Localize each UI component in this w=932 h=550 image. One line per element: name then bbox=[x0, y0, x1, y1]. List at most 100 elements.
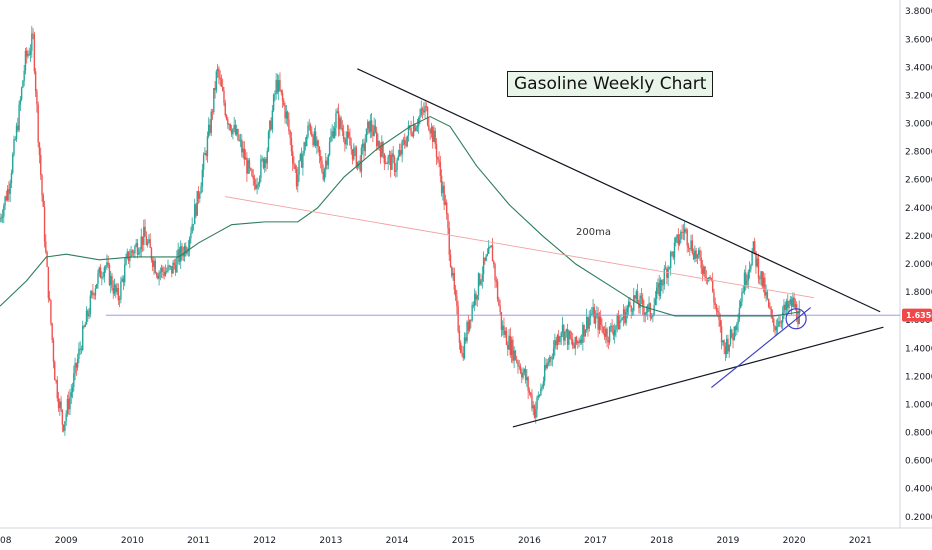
candle-body bbox=[294, 165, 296, 170]
candle-body bbox=[330, 136, 332, 142]
candle-body bbox=[121, 278, 123, 282]
candle-body bbox=[166, 271, 168, 272]
candle-body bbox=[140, 236, 142, 250]
axes bbox=[0, 0, 932, 529]
candle-body bbox=[340, 117, 342, 128]
candle-body bbox=[220, 79, 223, 87]
candle-body bbox=[112, 287, 114, 294]
candle-body bbox=[430, 127, 433, 134]
candle-body bbox=[789, 299, 791, 304]
candle-body bbox=[606, 328, 608, 341]
candle-body bbox=[776, 326, 779, 328]
candle-body bbox=[458, 331, 461, 343]
candle-body bbox=[787, 300, 789, 308]
candle-body bbox=[102, 276, 104, 278]
candle-body bbox=[480, 280, 482, 285]
candle-body bbox=[484, 257, 486, 261]
candle-body bbox=[22, 80, 24, 88]
candle-body bbox=[529, 392, 532, 395]
candle-body bbox=[403, 140, 406, 145]
candle-body bbox=[176, 256, 178, 273]
candle-body bbox=[514, 350, 517, 361]
candle-body bbox=[3, 205, 5, 217]
x-axis-ticks: 2008 2009 2010 2011 2012 2013 2014 2015 2016 2017… bbox=[0, 536, 872, 546]
candle-body bbox=[795, 304, 798, 320]
candle-body bbox=[780, 322, 783, 324]
candle-body bbox=[367, 121, 369, 129]
candle-body bbox=[428, 125, 430, 131]
x-tick-label: 2021 bbox=[849, 536, 872, 546]
candle-body bbox=[323, 169, 326, 180]
candle-body bbox=[131, 250, 134, 252]
candle-body bbox=[713, 291, 715, 303]
candle-body bbox=[616, 315, 618, 326]
candle-body bbox=[501, 325, 504, 330]
candle-body bbox=[45, 241, 47, 252]
candle-body bbox=[536, 397, 538, 410]
candle-body bbox=[132, 251, 135, 254]
candle-body bbox=[150, 247, 153, 260]
candle-body bbox=[611, 325, 613, 332]
candle-body bbox=[224, 102, 226, 116]
candle-body bbox=[681, 231, 683, 233]
candle-body bbox=[675, 237, 677, 243]
candle-body bbox=[517, 361, 519, 367]
candle-body bbox=[241, 139, 243, 153]
candle-body bbox=[462, 353, 464, 359]
candle-body bbox=[349, 136, 351, 146]
candle-body bbox=[391, 153, 393, 170]
candle-body bbox=[76, 359, 79, 368]
candle-body bbox=[747, 271, 750, 281]
candle-body bbox=[275, 79, 277, 94]
candle-body bbox=[549, 356, 551, 363]
fade-trend-line bbox=[224, 196, 815, 299]
candle-body bbox=[222, 86, 224, 91]
candle-body bbox=[356, 161, 359, 168]
candle-body bbox=[209, 124, 211, 133]
candle-body bbox=[0, 217, 1, 222]
candle-body bbox=[261, 158, 263, 160]
candle-body bbox=[690, 240, 692, 250]
candle-body bbox=[788, 303, 790, 308]
candle-body bbox=[42, 194, 44, 207]
candle-body bbox=[107, 262, 109, 265]
candle-body bbox=[610, 325, 612, 327]
candle-body bbox=[717, 311, 719, 313]
candle-body bbox=[463, 337, 466, 359]
candle-body bbox=[503, 325, 505, 335]
candle-body bbox=[715, 305, 718, 312]
candle-body bbox=[192, 224, 195, 226]
candle-body bbox=[181, 246, 183, 254]
candle-body bbox=[250, 168, 252, 170]
candle-body bbox=[12, 154, 14, 174]
candle-body bbox=[538, 395, 541, 396]
candle-body bbox=[557, 335, 560, 343]
candle-body bbox=[591, 313, 593, 315]
candle-body bbox=[442, 185, 444, 194]
candle-body bbox=[138, 252, 140, 255]
candle-body bbox=[654, 298, 657, 306]
candle-body bbox=[365, 128, 368, 143]
candle-body bbox=[299, 154, 302, 161]
candle-body bbox=[13, 139, 15, 155]
candle-body bbox=[104, 266, 107, 268]
candle-body bbox=[213, 88, 215, 113]
candle-body bbox=[766, 292, 769, 299]
candle-body bbox=[524, 369, 527, 381]
candle-body bbox=[615, 325, 617, 330]
candle-body bbox=[691, 240, 694, 254]
candle-body bbox=[204, 152, 206, 155]
candle-body bbox=[120, 281, 122, 299]
candle-body bbox=[584, 329, 587, 337]
short-support-line bbox=[711, 307, 812, 389]
candle-body bbox=[476, 295, 478, 300]
candle-body bbox=[454, 289, 457, 297]
candle-body bbox=[719, 320, 722, 327]
candle-body bbox=[373, 125, 375, 136]
candle-body bbox=[752, 241, 755, 252]
